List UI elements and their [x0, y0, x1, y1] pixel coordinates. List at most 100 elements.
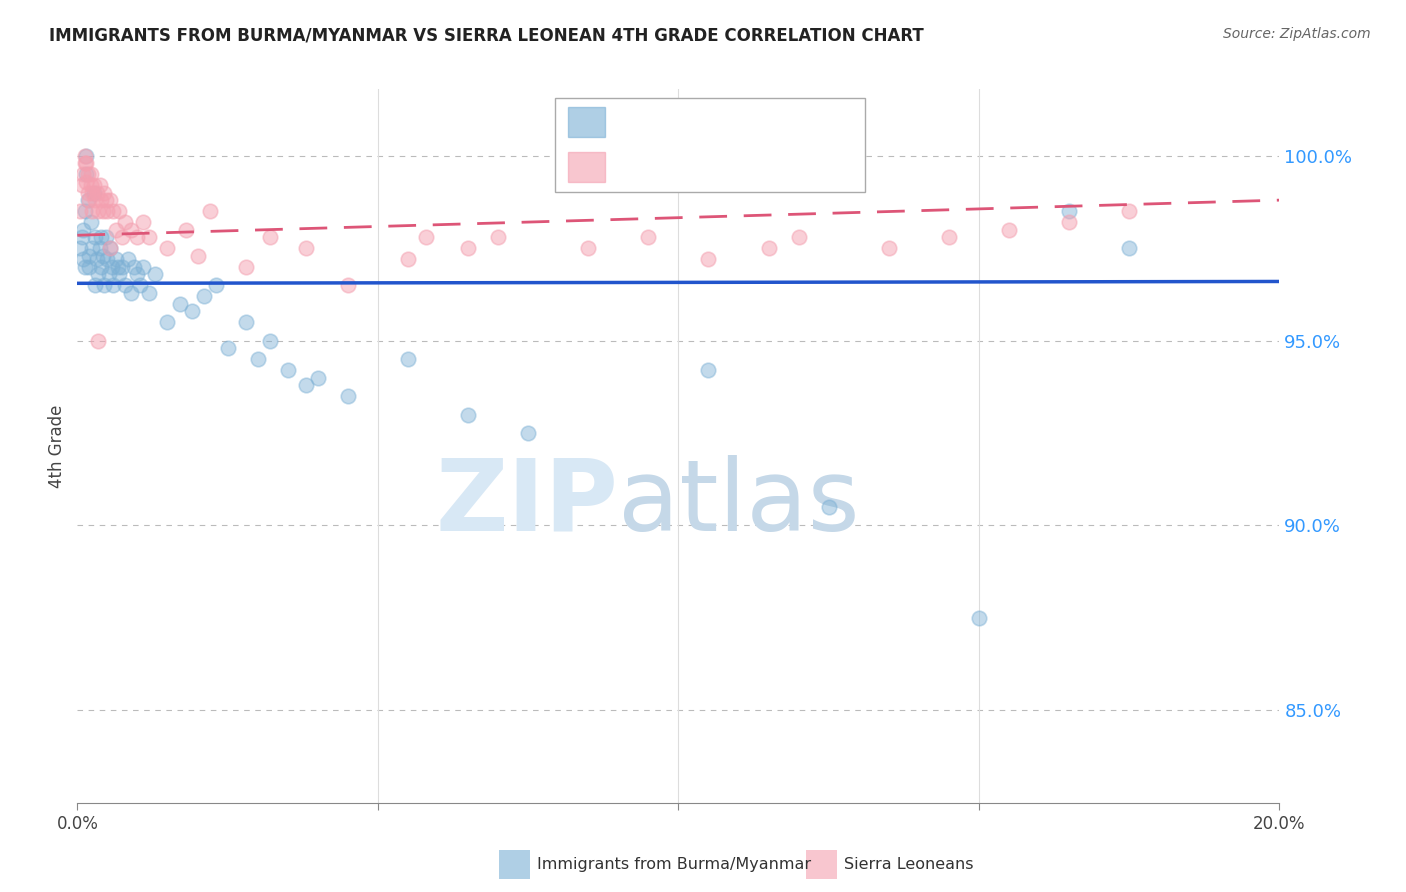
Point	[103, 278, 125, 293]
Point	[73, 156, 96, 170]
Point	[87, 204, 110, 219]
Point	[114, 278, 136, 293]
Point	[72, 167, 94, 181]
Point	[72, 223, 94, 237]
Point	[84, 278, 107, 293]
Point	[69, 204, 91, 219]
Point	[96, 230, 118, 244]
Point	[145, 267, 167, 281]
Text: Source: ZipAtlas.com: Source: ZipAtlas.com	[1223, 27, 1371, 41]
Point	[697, 252, 720, 267]
Point	[198, 204, 221, 219]
Point	[124, 260, 146, 274]
FancyBboxPatch shape	[568, 108, 605, 137]
Point	[576, 241, 599, 255]
Point	[486, 230, 509, 244]
Point	[69, 241, 91, 255]
Point	[117, 252, 139, 267]
Text: R =: R =	[617, 159, 651, 177]
Point	[72, 252, 94, 267]
Point	[1118, 204, 1140, 219]
Text: Sierra Leoneans: Sierra Leoneans	[844, 857, 973, 871]
Point	[396, 352, 419, 367]
Point	[180, 304, 202, 318]
Point	[84, 193, 107, 207]
Point	[79, 260, 101, 274]
Point	[877, 241, 900, 255]
Point	[193, 289, 215, 303]
Point	[138, 230, 160, 244]
Point	[169, 296, 191, 310]
Point	[108, 204, 131, 219]
Point	[259, 334, 281, 348]
Point	[77, 193, 100, 207]
Point	[100, 241, 122, 255]
Point	[138, 285, 160, 300]
Point	[235, 315, 257, 329]
Point	[90, 193, 112, 207]
Point	[217, 341, 239, 355]
Point	[75, 175, 97, 189]
Point	[817, 500, 839, 514]
Point	[105, 252, 128, 267]
Point	[86, 252, 108, 267]
Text: 58: 58	[787, 158, 814, 177]
Point	[336, 389, 359, 403]
Point	[83, 178, 105, 193]
FancyBboxPatch shape	[555, 98, 865, 192]
Point	[82, 204, 104, 219]
Point	[132, 215, 155, 229]
Point	[96, 204, 118, 219]
Point	[156, 241, 179, 255]
Point	[967, 611, 990, 625]
Point	[336, 278, 359, 293]
Point	[82, 241, 104, 255]
Point	[75, 149, 97, 163]
Point	[1057, 215, 1080, 229]
Point	[87, 267, 110, 281]
Point	[187, 249, 209, 263]
Point	[91, 204, 114, 219]
Point	[100, 241, 122, 255]
Point	[103, 204, 125, 219]
Point	[70, 178, 93, 193]
Point	[457, 241, 479, 255]
Point	[637, 230, 659, 244]
Point	[1118, 241, 1140, 255]
Point	[294, 241, 316, 255]
Point	[75, 156, 97, 170]
Point	[114, 215, 136, 229]
Point	[75, 260, 97, 274]
Point	[111, 260, 134, 274]
Point	[89, 178, 111, 193]
FancyBboxPatch shape	[568, 153, 605, 183]
Point	[90, 260, 112, 274]
Point	[108, 267, 131, 281]
Point	[77, 167, 100, 181]
Point	[129, 278, 152, 293]
Point	[235, 260, 257, 274]
Point	[294, 378, 316, 392]
Point	[787, 230, 810, 244]
Point	[457, 408, 479, 422]
Point	[1057, 204, 1080, 219]
Point	[87, 334, 110, 348]
Point	[80, 178, 103, 193]
Point	[127, 267, 149, 281]
Point	[101, 260, 124, 274]
Point	[77, 186, 100, 200]
Point	[156, 315, 179, 329]
Point	[307, 370, 329, 384]
Point	[79, 193, 101, 207]
Point	[120, 285, 142, 300]
Point	[79, 249, 101, 263]
Point	[86, 186, 108, 200]
Text: N =: N =	[735, 159, 769, 177]
Point	[107, 260, 129, 274]
Text: 63: 63	[787, 113, 814, 132]
Point	[75, 149, 97, 163]
Point	[111, 230, 134, 244]
Point	[697, 363, 720, 377]
Point	[84, 230, 107, 244]
Point	[132, 260, 155, 274]
